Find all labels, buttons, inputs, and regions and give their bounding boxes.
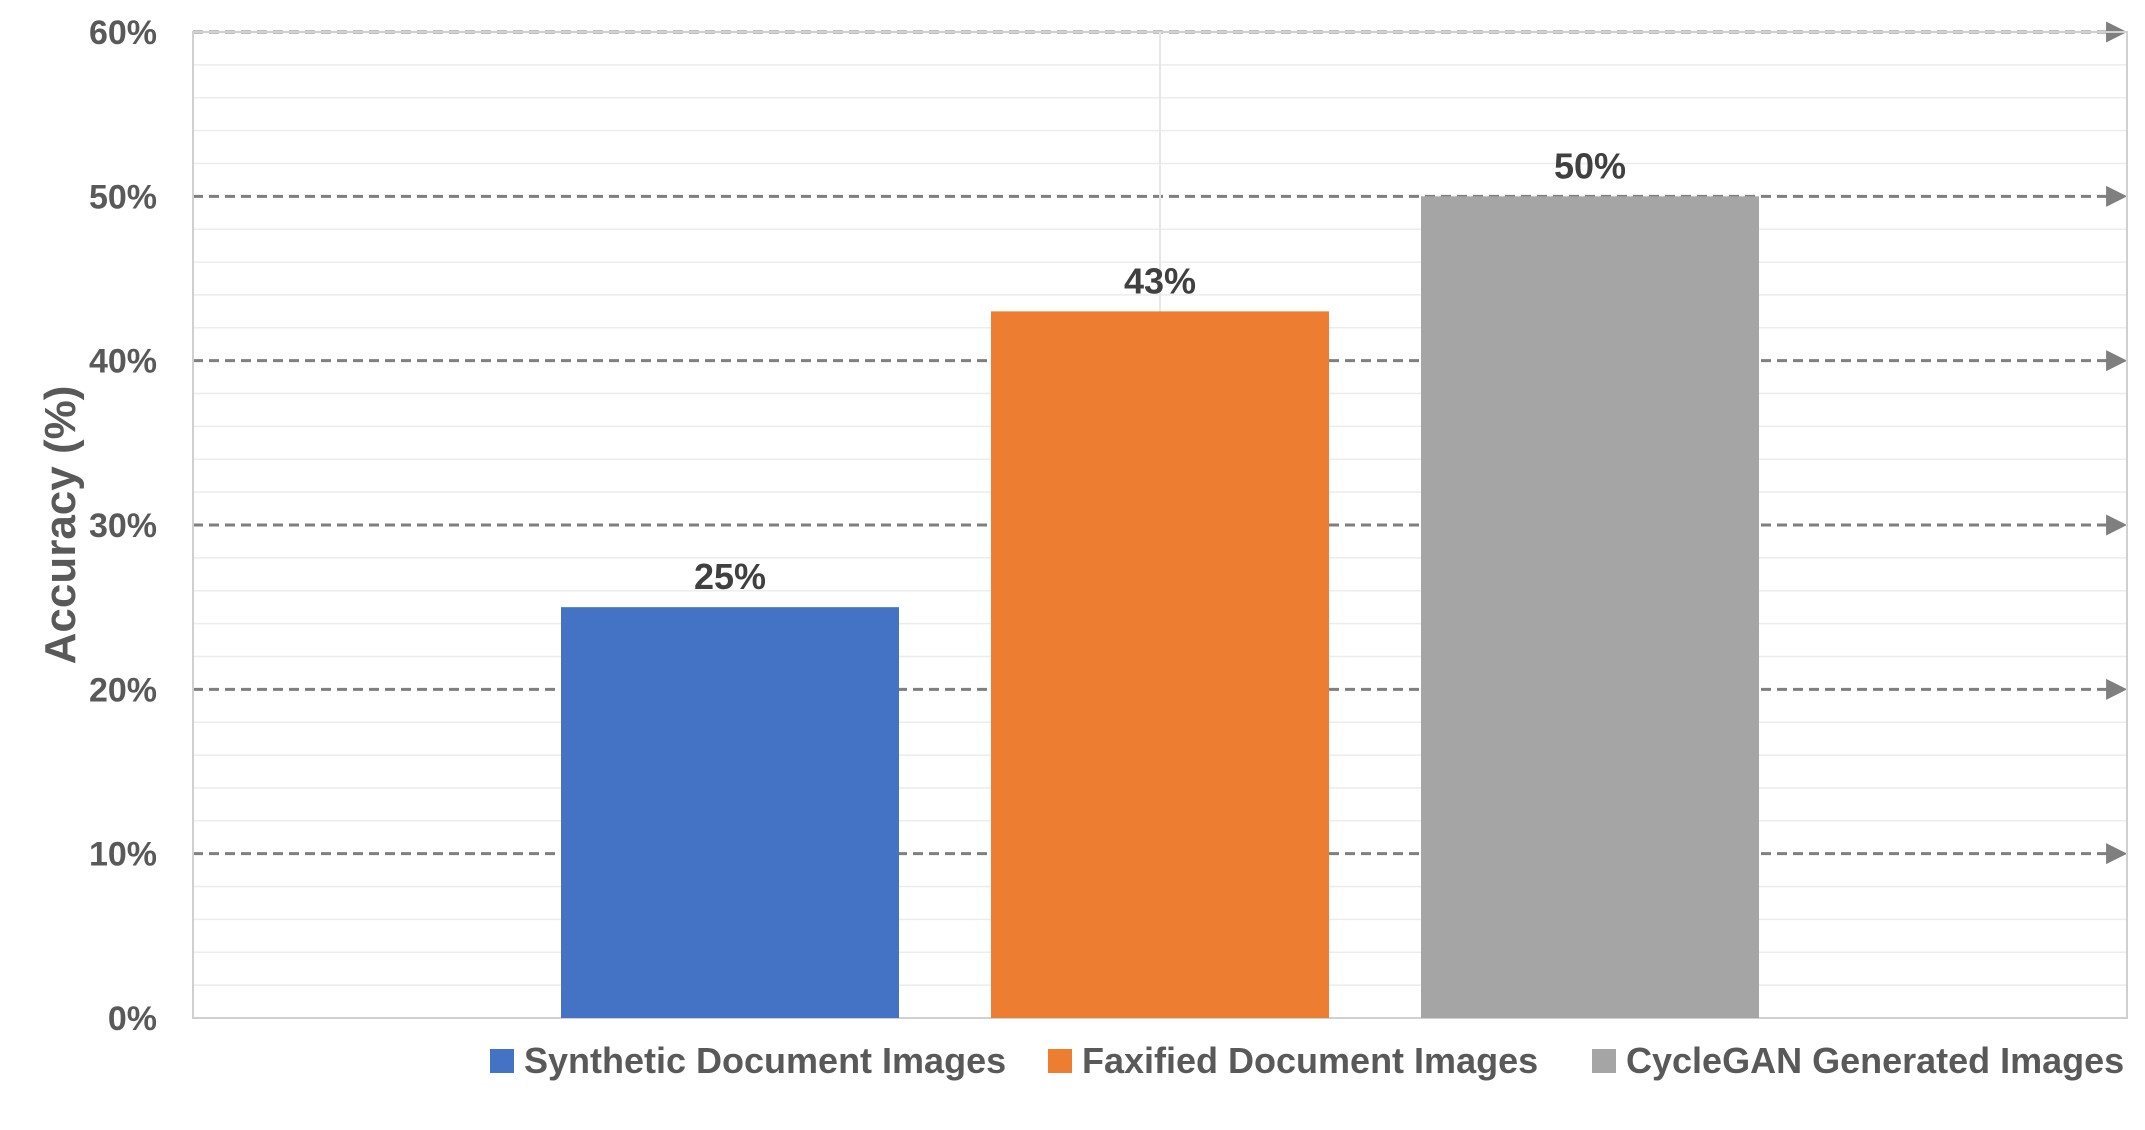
- y-tick-label: 30%: [89, 507, 157, 545]
- data-label: 50%: [1554, 145, 1626, 186]
- y-axis-ticks: 0% 10% 20% 30% 40% 50% 60%: [89, 14, 157, 1038]
- bar: [561, 607, 899, 1018]
- y-axis-label: Accuracy (%): [36, 386, 85, 665]
- legend: Synthetic Document Images Faxified Docume…: [490, 1040, 2124, 1081]
- legend-entry: Faxified Document Images: [1082, 1040, 1538, 1081]
- legend-entry: Synthetic Document Images: [524, 1040, 1006, 1081]
- y-tick-label: 40%: [89, 343, 157, 381]
- legend-swatch: [1048, 1049, 1072, 1073]
- data-label: 43%: [1124, 260, 1196, 301]
- y-tick-label: 60%: [89, 14, 157, 52]
- y-tick-label: 20%: [89, 671, 157, 709]
- y-tick-label: 50%: [89, 178, 157, 216]
- legend-entry: CycleGAN Generated Images: [1626, 1040, 2124, 1081]
- bars: 25% 43% 50%: [561, 145, 1759, 1019]
- bar: [1421, 196, 1759, 1019]
- y-tick-label: 0%: [108, 1000, 157, 1038]
- y-tick-label: 10%: [89, 836, 157, 874]
- legend-swatch: [490, 1049, 514, 1073]
- legend-swatch: [1592, 1049, 1616, 1073]
- bar: [991, 311, 1329, 1018]
- data-label: 25%: [694, 556, 766, 597]
